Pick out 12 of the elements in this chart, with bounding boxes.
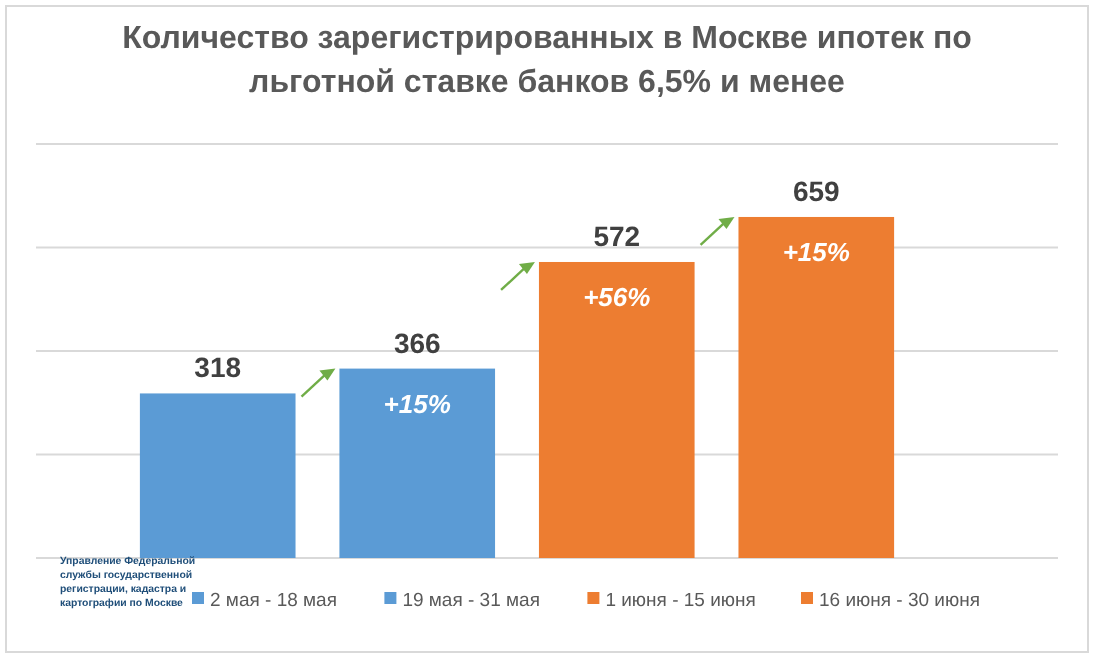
legend-label: 19 мая - 31 мая	[402, 590, 540, 612]
annotation: +15%	[782, 236, 851, 267]
data-label: 318	[194, 351, 242, 384]
annotation: +56%	[583, 281, 652, 312]
legend-label: 2 мая - 18 мая	[210, 590, 337, 612]
legend-label: 1 июня - 15 июня	[605, 590, 756, 612]
data-label: 659	[792, 174, 841, 207]
chart-title: Количество зарегистрированных в Москве ипотек по льготной ставке банков 6,5% и менее	[122, 22, 973, 100]
data-label: 366	[393, 326, 442, 359]
data-label: 572	[593, 219, 641, 252]
annotation: +15%	[383, 388, 452, 419]
legend-label: 16 июня - 30 июня	[819, 590, 980, 612]
